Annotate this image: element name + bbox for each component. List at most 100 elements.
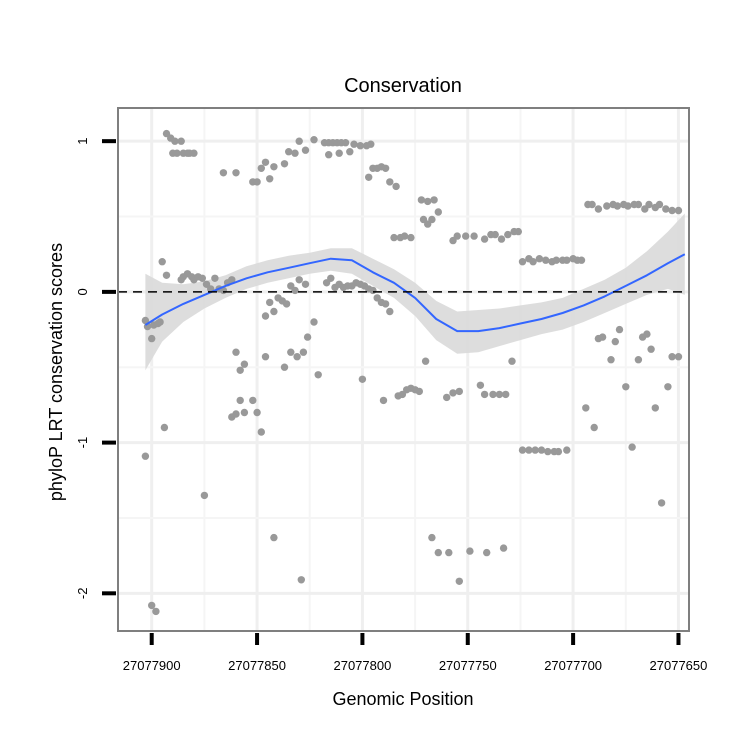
data-point — [257, 164, 265, 172]
x-tick-label: 27077650 — [650, 658, 708, 673]
data-point — [428, 533, 436, 542]
data-point — [554, 447, 563, 456]
data-point — [542, 256, 550, 264]
data-point — [310, 318, 318, 326]
data-point — [335, 149, 343, 157]
data-point — [249, 396, 257, 405]
data-point — [400, 232, 409, 240]
data-point — [504, 230, 512, 239]
data-point — [499, 544, 508, 552]
data-point — [662, 205, 670, 213]
data-point — [657, 499, 666, 507]
data-point — [236, 366, 244, 374]
data-point — [177, 137, 185, 145]
data-point — [392, 182, 400, 191]
data-point — [480, 390, 489, 399]
data-point — [257, 428, 265, 436]
data-point — [502, 390, 510, 399]
data-point — [655, 200, 664, 209]
panel-border — [117, 107, 690, 632]
data-point — [236, 396, 244, 405]
data-point — [280, 160, 289, 168]
data-point — [594, 205, 603, 213]
data-point — [148, 601, 156, 610]
data-point — [668, 353, 676, 361]
data-point — [173, 149, 181, 157]
data-point — [200, 491, 209, 500]
data-point — [647, 345, 655, 353]
data-point — [285, 148, 293, 156]
data-point — [310, 136, 318, 144]
data-point — [634, 356, 643, 364]
data-point — [622, 383, 630, 391]
data-point — [291, 149, 299, 157]
data-point — [160, 423, 169, 432]
data-point — [280, 363, 289, 371]
data-point — [518, 446, 527, 454]
data-point — [489, 390, 497, 399]
data-point — [198, 274, 206, 282]
data-point — [314, 371, 322, 379]
axes-layer: 27077900 27077850 27077800 27077750 27077700… — [75, 138, 707, 673]
data-point — [535, 255, 544, 263]
data-point — [327, 274, 335, 282]
data-point — [141, 452, 150, 460]
data-point — [148, 334, 156, 343]
data-point — [379, 396, 388, 405]
data-point — [577, 256, 586, 264]
data-point — [219, 169, 228, 177]
data-point — [434, 548, 442, 557]
data-point — [449, 389, 457, 397]
data-point — [643, 330, 651, 338]
data-point — [421, 357, 430, 365]
smooth-line-layer — [144, 253, 686, 333]
chart-title: Conservation — [344, 75, 462, 97]
data-point — [590, 423, 598, 432]
data-point — [266, 298, 274, 307]
data-point — [563, 256, 571, 264]
data-point — [430, 196, 438, 204]
data-point — [480, 235, 489, 243]
data-point — [301, 146, 310, 154]
confidence-band — [145, 213, 685, 371]
data-point — [518, 258, 527, 266]
data-point — [325, 151, 333, 159]
data-point — [261, 312, 270, 320]
data-point — [301, 280, 310, 288]
data-point — [232, 410, 240, 418]
x-tick-label: 27077800 — [333, 658, 391, 673]
data-point — [674, 206, 683, 215]
data-point — [369, 286, 377, 295]
data-point — [141, 316, 150, 325]
data-point — [390, 233, 398, 242]
data-point — [381, 164, 390, 172]
data-point — [381, 300, 390, 308]
data-point — [240, 360, 249, 368]
data-point — [295, 276, 303, 284]
data-point — [628, 443, 636, 451]
y-tick-label: -1 — [75, 437, 90, 449]
data-point — [386, 307, 394, 316]
data-point — [299, 348, 308, 356]
data-point — [588, 200, 596, 209]
data-point — [552, 256, 560, 264]
data-point — [491, 230, 499, 239]
confidence-band-layer — [145, 213, 685, 371]
data-point — [470, 232, 478, 240]
data-point — [453, 232, 461, 240]
data-point — [162, 271, 171, 279]
x-tick-label: 27077700 — [544, 658, 602, 673]
data-point — [613, 202, 622, 210]
data-point — [190, 149, 198, 157]
data-point — [346, 148, 354, 156]
data-point — [615, 325, 624, 334]
data-point — [291, 286, 299, 295]
data-point — [497, 235, 506, 243]
data-point — [303, 333, 312, 341]
data-point — [261, 158, 270, 166]
x-tick-label: 27077750 — [439, 658, 497, 673]
data-point — [282, 300, 291, 308]
data-point — [293, 353, 301, 361]
